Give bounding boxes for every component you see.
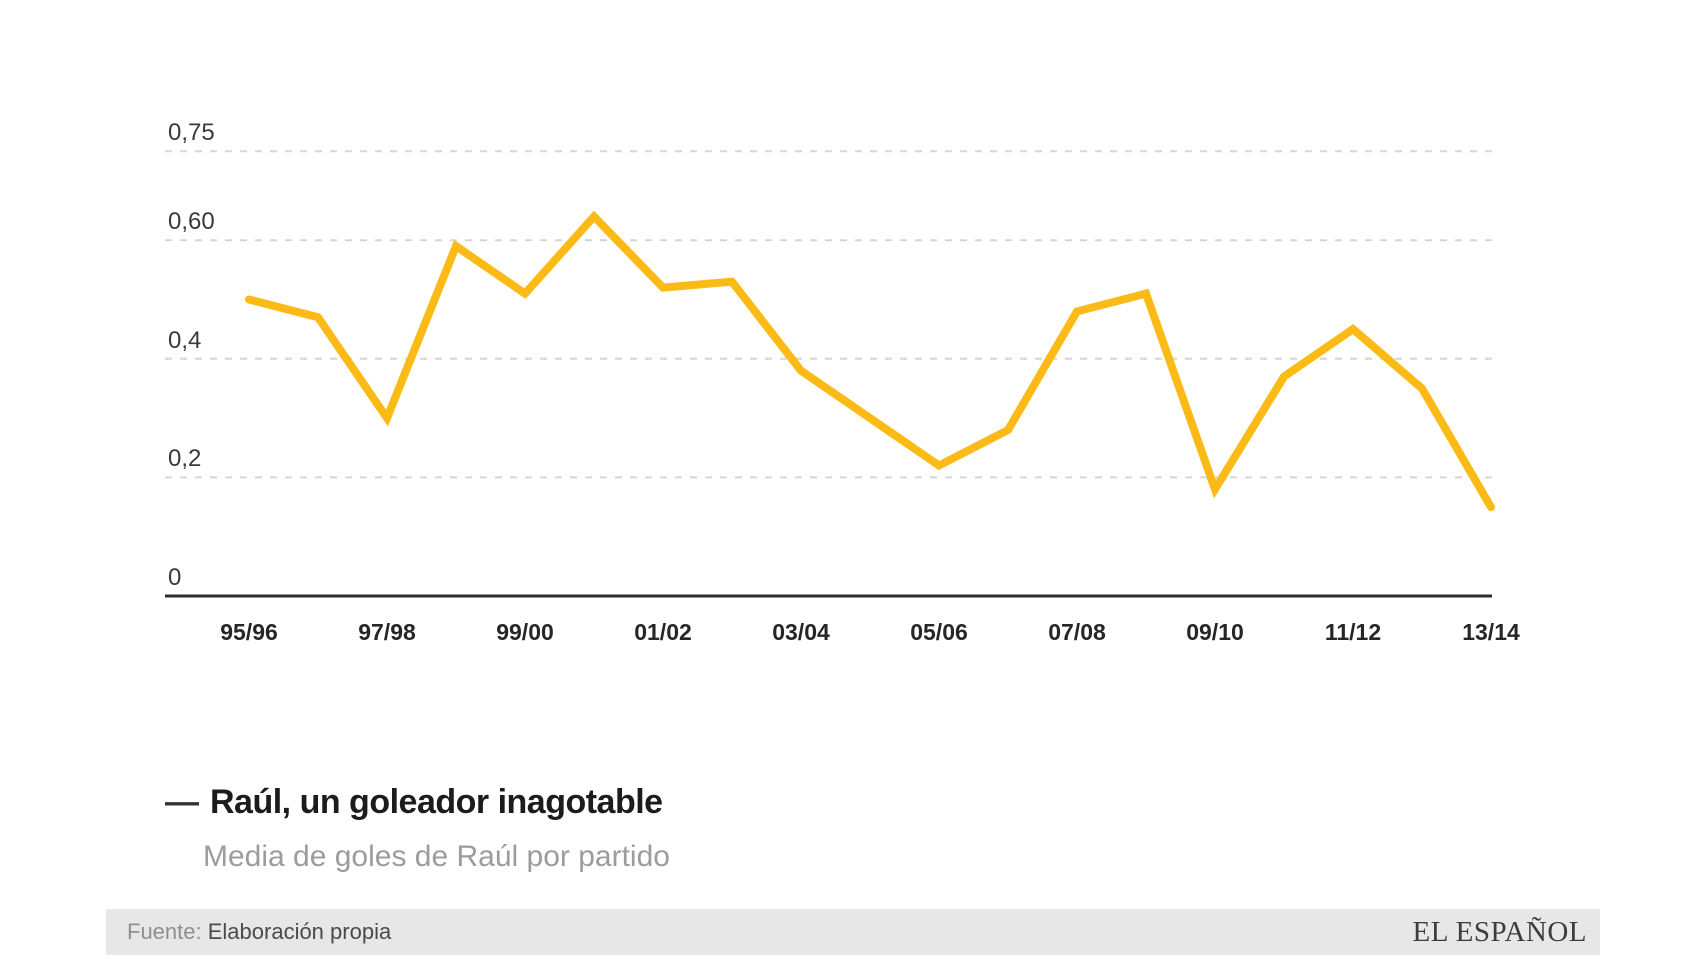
- x-tick-label: 99/00: [496, 619, 554, 645]
- legend-title-row: — Raúl, un goleador inagotable: [165, 783, 663, 821]
- source-line: Fuente: Elaboración propia: [127, 920, 391, 944]
- y-tick-label: 0,4: [168, 327, 202, 354]
- y-tick-label: 0,2: [168, 445, 202, 472]
- x-tick-label: 07/08: [1048, 619, 1106, 645]
- y-tick-label: 0,60: [168, 208, 215, 235]
- x-tick-label: 13/14: [1462, 619, 1520, 645]
- chart-subtitle: Media de goles de Raúl por partido: [203, 840, 670, 873]
- legend-block: — Raúl, un goleador inagotable Media de …: [165, 783, 670, 873]
- raul-goals-line-series: [245, 210, 1495, 512]
- source-label: Fuente:: [127, 919, 202, 944]
- x-tick-label: 05/06: [910, 619, 968, 645]
- x-tick-label: 97/98: [358, 619, 416, 645]
- gridlines: [165, 150, 1492, 479]
- chart-title: Raúl, un goleador inagotable: [210, 783, 663, 821]
- source-value: Elaboración propia: [207, 919, 392, 944]
- x-tick-label: 09/10: [1186, 619, 1244, 645]
- x-tick-label: 11/12: [1324, 619, 1382, 645]
- goals-per-match-line-chart: [165, 150, 1495, 598]
- y-tick-label: 0,75: [168, 119, 215, 146]
- legend-line-swatch: —: [165, 783, 199, 821]
- x-tick-label: 95/96: [220, 619, 278, 645]
- y-tick-label: 0: [168, 564, 182, 591]
- brand-logo: EL ESPAÑOL: [1412, 916, 1587, 948]
- x-tick-label: 01/02: [634, 619, 692, 645]
- source-bar: Fuente: Elaboración propia EL ESPAÑOL: [106, 909, 1600, 955]
- x-tick-label: 03/04: [772, 619, 830, 645]
